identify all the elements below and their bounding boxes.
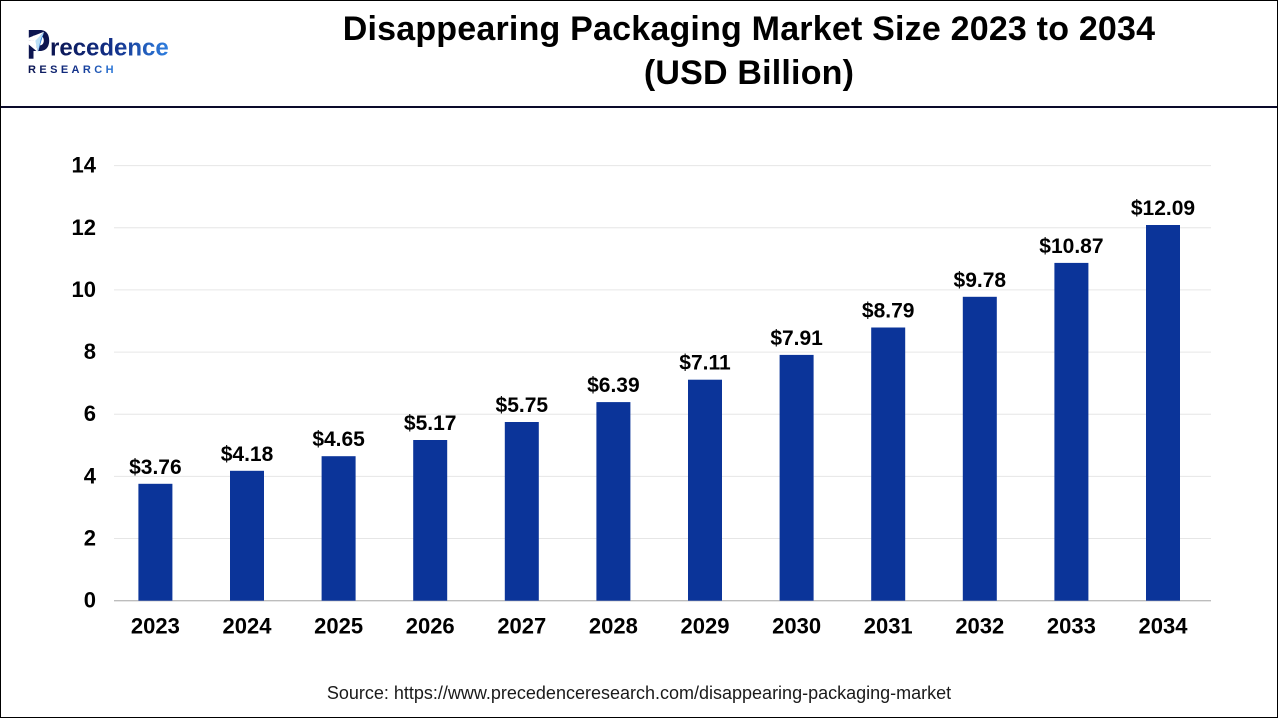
svg-text:2026: 2026 [406,614,455,639]
svg-text:12: 12 [72,215,96,240]
svg-text:2024: 2024 [223,614,273,639]
svg-text:2028: 2028 [589,614,638,639]
svg-text:2025: 2025 [314,614,363,639]
svg-text:$7.91: $7.91 [770,327,823,350]
svg-text:$5.17: $5.17 [404,412,457,435]
svg-text:2: 2 [84,526,96,551]
svg-text:2030: 2030 [772,614,821,639]
svg-text:2027: 2027 [497,614,546,639]
svg-text:recedence: recedence [50,35,169,62]
svg-text:$3.76: $3.76 [129,456,182,479]
svg-text:$4.65: $4.65 [312,428,365,451]
svg-text:2029: 2029 [681,614,730,639]
svg-text:$9.78: $9.78 [954,269,1007,292]
svg-text:$8.79: $8.79 [862,300,915,323]
svg-text:4: 4 [84,463,97,488]
svg-text:0: 0 [84,588,96,613]
svg-text:$12.09: $12.09 [1131,197,1195,220]
svg-text:2034: 2034 [1139,614,1189,639]
svg-text:2023: 2023 [131,614,180,639]
svg-text:RESEARCH: RESEARCH [28,64,117,76]
svg-text:2031: 2031 [864,614,913,639]
svg-text:$10.87: $10.87 [1039,235,1103,258]
svg-text:$6.39: $6.39 [587,374,640,397]
svg-text:8: 8 [84,339,96,364]
svg-text:2032: 2032 [955,614,1004,639]
svg-text:10: 10 [72,277,96,302]
svg-text:2033: 2033 [1047,614,1096,639]
svg-text:$4.18: $4.18 [221,443,274,466]
svg-text:$7.11: $7.11 [679,352,731,375]
svg-text:$5.75: $5.75 [496,394,549,417]
svg-text:14: 14 [72,153,97,178]
svg-text:6: 6 [84,401,96,426]
